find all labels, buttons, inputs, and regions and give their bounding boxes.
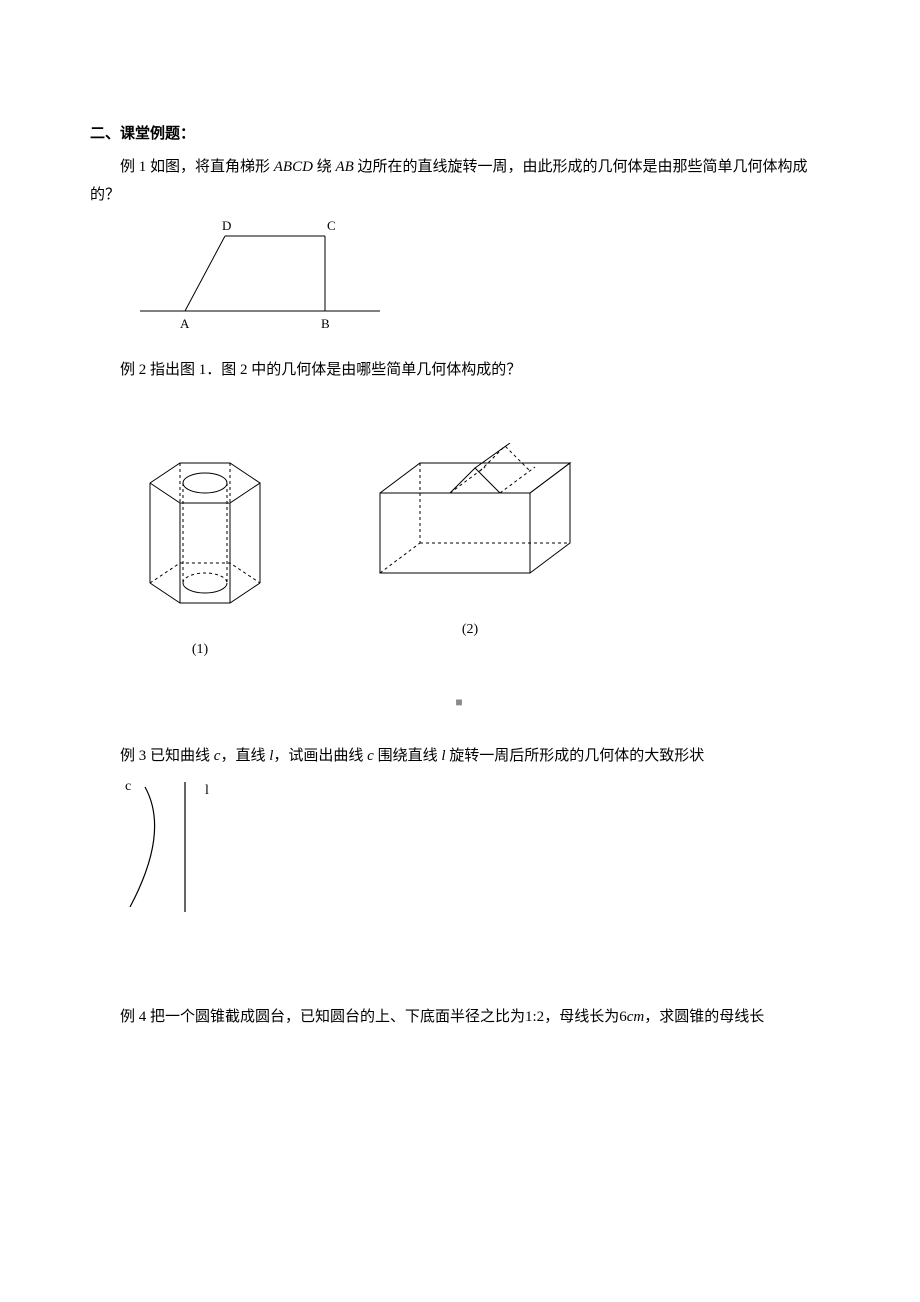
ex4-len: 6 <box>619 1009 627 1025</box>
example-1-text: 例 1 如图，将直角梯形 ABCD 绕 AB 边所在的直线旋转一周，由此形成的几… <box>90 153 830 210</box>
figure-trapezoid: D C A B <box>130 216 830 347</box>
figure-2: (2) <box>360 443 580 644</box>
center-marker: ■ <box>90 691 830 714</box>
caption-1: (1) <box>192 637 208 664</box>
ex4-ratio: 1:2 <box>525 1009 544 1025</box>
label-B: B <box>321 316 330 331</box>
ex1-prefix: 例 1 如图，将直角梯形 <box>120 159 274 175</box>
ex3-c2: c <box>367 748 374 764</box>
ex4-prefix: 例 4 把一个圆锥截成圆台，已知圆台的上、下底面半径之比为 <box>120 1009 525 1025</box>
ex3-mid1: ，直线 <box>220 748 269 764</box>
ex4-unit: cm <box>627 1009 645 1025</box>
figure-row-ex2: (1) <box>110 443 830 664</box>
ex3-prefix: 例 3 已知曲线 <box>120 748 214 764</box>
example-4-text: 例 4 把一个圆锥截成圆台，已知圆台的上、下底面半径之比为1:2，母线长为6cm… <box>90 1003 830 1032</box>
ex1-var1: ABCD <box>274 159 313 175</box>
example-2-text: 例 2 指出图 1．图 2 中的几何体是由哪些简单几何体构成的？ <box>90 356 830 385</box>
label-A: A <box>180 316 190 331</box>
section-heading: 二、课堂例题： <box>90 120 830 149</box>
ex1-var2: AB <box>335 159 353 175</box>
caption-2: (2) <box>462 617 478 644</box>
figure-curve-line: c l <box>90 772 830 933</box>
hexprism-svg <box>110 443 290 623</box>
example-3-text: 例 3 已知曲线 c，直线 l，试画出曲线 c 围绕直线 l 旋转一周后所形成的… <box>90 742 830 771</box>
ex1-mid1: 绕 <box>313 159 336 175</box>
ex3-suffix: 旋转一周后所形成的几何体的大致形状 <box>446 748 705 764</box>
trapezoid-svg: D C A B <box>130 216 390 336</box>
label-l: l <box>205 783 209 798</box>
curve-svg: c l <box>90 772 270 922</box>
ex3-mid2: ，试画出曲线 <box>273 748 367 764</box>
ex4-suffix: ，求圆锥的母线长 <box>644 1009 764 1025</box>
label-D: D <box>222 218 231 233</box>
label-c: c <box>125 779 131 794</box>
ex4-mid: ，母线长为 <box>544 1009 619 1025</box>
label-C: C <box>327 218 336 233</box>
cuboid-svg <box>360 443 580 603</box>
figure-1: (1) <box>110 443 290 664</box>
ex3-mid3: 围绕直线 <box>374 748 442 764</box>
